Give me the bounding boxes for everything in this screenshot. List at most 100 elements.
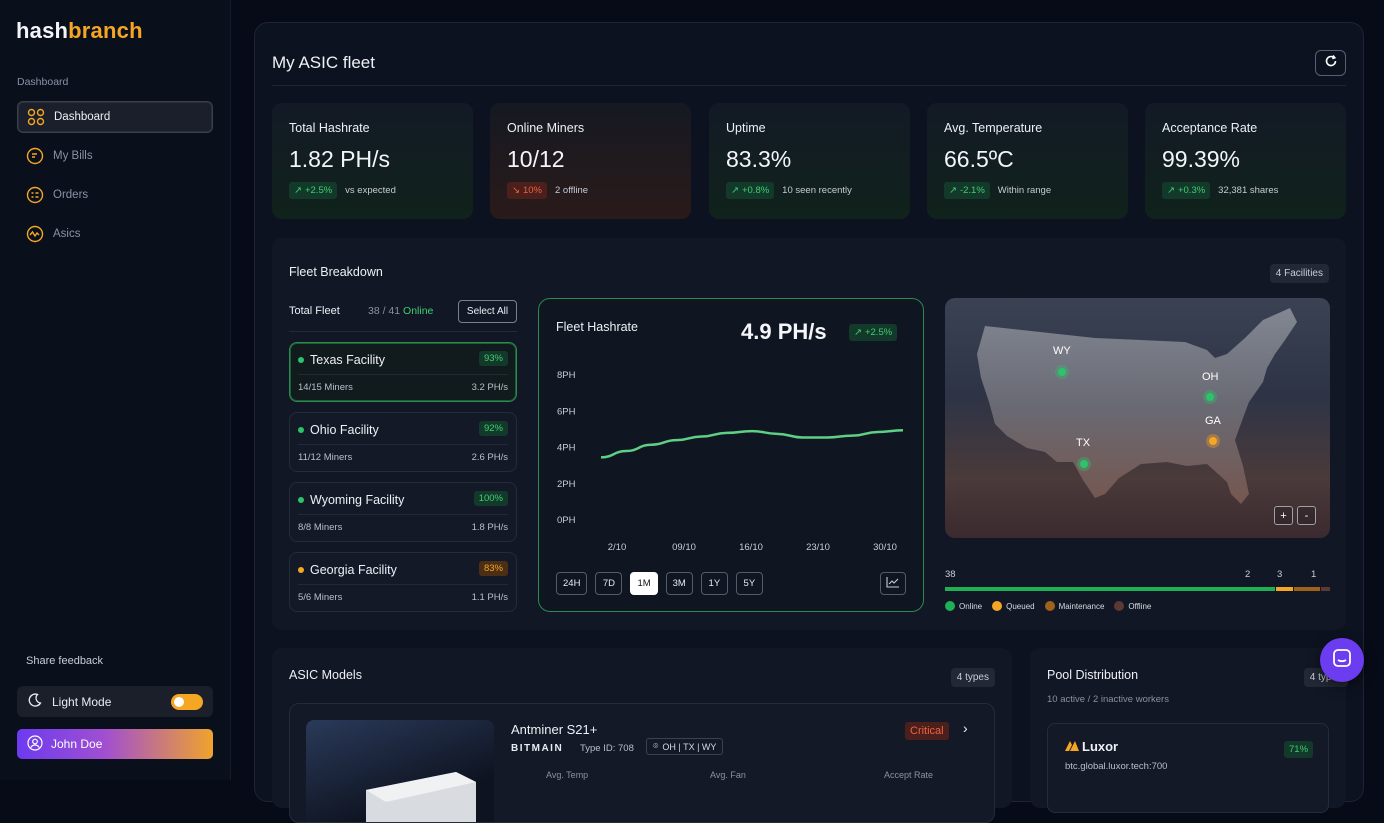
status-dot [298,427,304,433]
light-mode-toggle-row[interactable]: Light Mode [17,686,213,717]
facility-miners: 14/15 Miners [298,382,353,393]
pool-percent-badge: 71% [1284,741,1314,758]
map-pin-dot [1080,460,1088,468]
map-pin-tx[interactable] [1077,457,1091,471]
facility-percent-badge: 100% [473,491,508,506]
facility-name: Texas Facility [310,353,386,367]
pool-workers-summary: 10 active / 2 inactive workers [1047,694,1169,705]
main-panel: My ASIC fleet Total Hashrate 1.82 PH/s ↗… [254,22,1364,823]
user-icon [27,734,43,754]
timeframe-24h-button[interactable]: 24H [556,572,588,595]
legend-label: Queued [1006,601,1035,611]
header-divider [272,85,1346,86]
facility-card-wyoming[interactable]: Wyoming Facility 100% 8/8 Miners 1.8 PH/… [289,482,517,542]
legend-label: Maintenance [1058,601,1105,611]
chart-type-button[interactable] [880,572,906,595]
map-zoom-out-button[interactable]: - [1297,506,1316,525]
pool-card-luxor[interactable]: Luxor btc.global.luxor.tech:700 71% [1047,723,1329,813]
timeframe-7d-button[interactable]: 7D [595,572,623,595]
line-chart-icon [886,575,900,593]
timeframe-3m-button[interactable]: 3M [665,572,693,595]
asic-metric-accept-rate: Accept Rate [884,770,934,780]
kpi-avg-temperature: Avg. Temperature 66.5ºC ↗ -2.1% Within ran… [927,103,1128,219]
usa-map-shape [977,308,1297,504]
x-tick-label: 30/10 [873,542,897,553]
kpi-change-badge: ↗ +0.8% [726,182,775,199]
asic-model-card[interactable]: Antminer S21+ BITMAIN Type ID: 708 ⌾ OH |… [289,703,995,823]
map-pin-label-ga: GA [1205,415,1221,427]
pulse-icon [25,224,45,244]
sidebar-item-orders[interactable]: Orders [17,179,213,211]
facility-percent-badge: 93% [478,351,508,366]
location-pin-icon: ⌾ [653,741,659,751]
timeframe-1y-button[interactable]: 1Y [700,572,728,595]
timeframe-5y-button[interactable]: 5Y [735,572,763,595]
map-zoom-in-button[interactable]: + [1274,506,1293,525]
user-menu-button[interactable]: John Doe [17,729,213,759]
facility-percent-badge: 83% [478,561,508,576]
kpi-note: 32,381 shares [1218,185,1279,196]
total-fleet-online-label: Online [403,305,434,317]
light-mode-label: Light Mode [52,694,112,709]
y-tick-label: 6PH [557,406,576,417]
kpi-title: Uptime [726,121,766,135]
kpi-value: 99.39% [1162,146,1241,172]
kpi-title: Total Hashrate [289,121,370,135]
kpi-change-badge: ↘ 10% [507,182,547,199]
trend-up-icon: ↗ [949,185,957,196]
asic-metric-avg-temp: Avg. Temp [546,770,589,780]
chat-support-button[interactable] [1320,638,1364,682]
asic-models-title: ASIC Models [289,668,362,682]
y-tick-label: 0PH [557,515,576,526]
map-pin-ga[interactable] [1206,434,1220,448]
timeframe-1m-button[interactable]: 1M [630,572,658,595]
share-feedback-link[interactable]: Share feedback [26,655,104,667]
legend-offline: Offline [1114,601,1151,611]
sidebar-item-my-bills[interactable]: My Bills [17,140,213,172]
facility-card-texas[interactable]: Texas Facility 93% 14/15 Miners 3.2 PH/s [289,342,517,402]
brand-logo-part1: hash [16,18,69,43]
status-distribution-bar [945,587,1330,591]
asic-model-image [306,720,494,822]
asic-type-id: Type ID: 708 [580,743,634,754]
kpi-uptime: Uptime 83.3% ↗ +0.8% 10 seen recently [709,103,910,219]
moon-icon [27,692,43,711]
kpi-change-badge: ↗ -2.1% [944,182,990,199]
kpi-title: Online Miners [507,121,585,135]
facility-map[interactable]: WY OH GA TX + - [945,298,1330,538]
x-tick-label: 16/10 [739,542,763,553]
kpi-total-hashrate: Total Hashrate 1.82 PH/s ↗ +2.5% vs expect… [272,103,473,219]
refresh-button[interactable] [1315,50,1346,76]
light-mode-switch[interactable] [171,693,203,710]
facility-card-divider [298,584,508,585]
map-pin-dot [1058,368,1066,376]
legend-dot [1044,601,1055,611]
refresh-icon [1324,54,1338,73]
brand-logo[interactable]: hashbranch [16,18,143,44]
map-pin-wy[interactable] [1055,365,1069,379]
chart-title: Fleet Hashrate [556,320,638,334]
hashrate-line-chart: 8PH 6PH 4PH 2PH 0PH 2/10 09/10 16/10 23/10 30/10 [557,370,904,553]
fleet-hashrate-chart-card: Fleet Hashrate 4.9 PH/s ↗ +2.5% 8PH 6PH 4PH… [538,298,924,612]
facility-card-ohio[interactable]: Ohio Facility 92% 11/12 Miners 2.6 PH/s [289,412,517,472]
sidebar-section-label: Dashboard [17,76,69,88]
select-all-button[interactable]: Select All [458,300,517,323]
asic-brand-logo: BITMAIN [511,743,564,754]
facility-card-divider [298,374,508,375]
y-tick-label: 8PH [557,370,576,381]
kpi-change-value: +2.5% [304,185,333,196]
sidebar-item-dashboard[interactable]: Dashboard [17,101,213,133]
total-fleet-label: Total Fleet [289,305,340,317]
asic-metric-avg-fan: Avg. Fan [710,770,746,780]
map-pin-dot [1209,437,1217,445]
sidebar-item-asics[interactable]: Asics [17,218,213,250]
asic-types-chip: 4 types [950,668,995,687]
page-title: My ASIC fleet [272,53,375,72]
map-pin-oh[interactable] [1203,390,1217,404]
chevron-right-icon[interactable]: › [963,720,968,736]
status-count-queued: 2 [1245,569,1251,580]
legend-online: Online [945,601,982,611]
facility-card-georgia[interactable]: Georgia Facility 83% 5/6 Miners 1.1 PH/s [289,552,517,612]
y-tick-label: 4PH [557,443,576,454]
status-dot [298,357,304,363]
